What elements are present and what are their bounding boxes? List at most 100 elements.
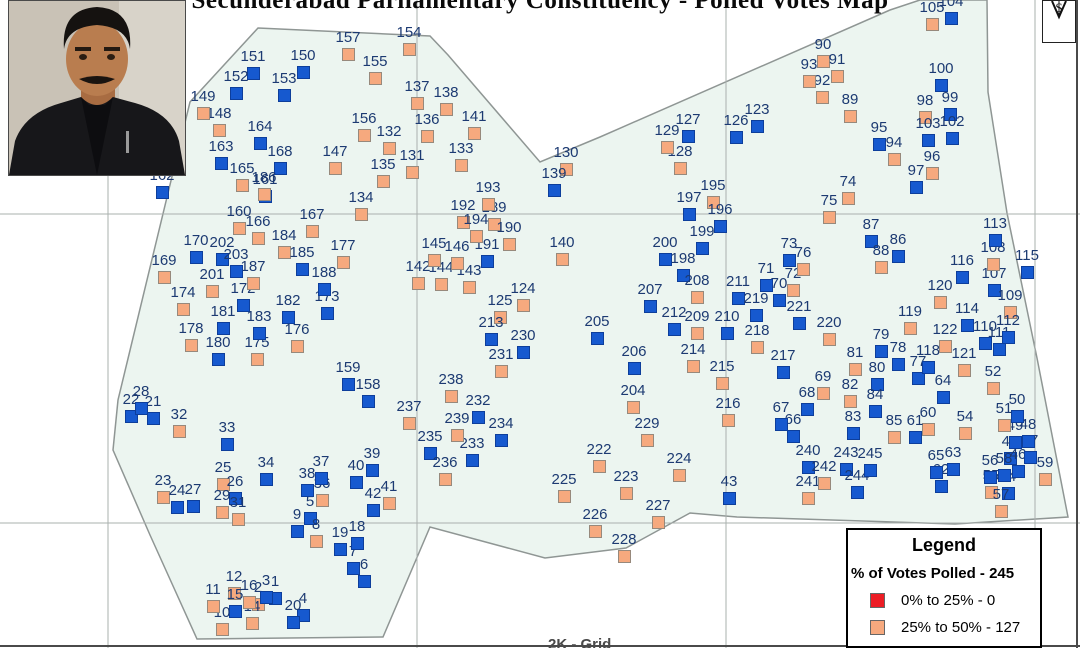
map-marker-163[interactable]: [214, 156, 228, 170]
map-marker-243[interactable]: [839, 462, 853, 476]
map-marker-9[interactable]: [290, 524, 304, 538]
map-marker-71[interactable]: [759, 278, 773, 292]
map-marker-178[interactable]: [184, 338, 198, 352]
map-marker-144[interactable]: [434, 277, 448, 291]
map-marker-215[interactable]: [715, 376, 729, 390]
map-marker-242[interactable]: [817, 476, 831, 490]
map-marker-80[interactable]: [870, 377, 884, 391]
map-marker-78[interactable]: [891, 357, 905, 371]
map-marker-201[interactable]: [205, 284, 219, 298]
map-marker-223[interactable]: [619, 486, 633, 500]
map-marker-96[interactable]: [925, 166, 939, 180]
map-marker-81[interactable]: [848, 362, 862, 376]
map-marker-94[interactable]: [887, 152, 901, 166]
map-marker-86[interactable]: [891, 249, 905, 263]
map-marker-167[interactable]: [305, 224, 319, 238]
map-marker-5[interactable]: [303, 511, 317, 525]
map-marker-149[interactable]: [196, 106, 210, 120]
map-marker-194[interactable]: [469, 229, 483, 243]
map-marker-16[interactable]: [242, 595, 256, 609]
map-marker-217[interactable]: [776, 365, 790, 379]
map-marker-50[interactable]: [1010, 409, 1024, 423]
map-marker-211[interactable]: [731, 291, 745, 305]
map-marker-41[interactable]: [382, 496, 396, 510]
map-marker-164[interactable]: [253, 136, 267, 150]
map-marker-98[interactable]: [918, 110, 932, 124]
map-marker-186[interactable]: [257, 187, 271, 201]
map-marker-235[interactable]: [423, 446, 437, 460]
map-marker-12[interactable]: [227, 586, 241, 600]
map-marker-126[interactable]: [729, 130, 743, 144]
map-marker-174[interactable]: [176, 302, 190, 316]
map-marker-116[interactable]: [955, 270, 969, 284]
map-marker-32[interactable]: [172, 424, 186, 438]
map-marker-47[interactable]: [1023, 450, 1037, 464]
map-marker-142[interactable]: [411, 276, 425, 290]
map-marker-103[interactable]: [921, 133, 935, 147]
map-marker-107[interactable]: [987, 283, 1001, 297]
map-marker-197[interactable]: [682, 207, 696, 221]
map-marker-146[interactable]: [450, 256, 464, 270]
map-marker-48[interactable]: [1021, 434, 1035, 448]
map-marker-210[interactable]: [720, 326, 734, 340]
map-marker-112[interactable]: [1001, 330, 1015, 344]
map-marker-92[interactable]: [815, 90, 829, 104]
map-marker-209[interactable]: [690, 326, 704, 340]
map-marker-72[interactable]: [786, 283, 800, 297]
map-marker-69[interactable]: [816, 386, 830, 400]
map-marker-212[interactable]: [667, 322, 681, 336]
map-marker-6[interactable]: [357, 574, 371, 588]
map-marker-153[interactable]: [277, 88, 291, 102]
map-marker-195[interactable]: [706, 195, 720, 209]
map-marker-105[interactable]: [925, 17, 939, 31]
map-marker-176[interactable]: [290, 339, 304, 353]
map-marker-46[interactable]: [1011, 464, 1025, 478]
map-marker-65[interactable]: [929, 465, 943, 479]
map-marker-234[interactable]: [494, 433, 508, 447]
map-marker-8[interactable]: [309, 534, 323, 548]
map-marker-11[interactable]: [206, 599, 220, 613]
map-marker-66[interactable]: [786, 429, 800, 443]
map-marker-31[interactable]: [231, 512, 245, 526]
map-marker-79[interactable]: [874, 344, 888, 358]
map-marker-73[interactable]: [782, 253, 796, 267]
map-marker-189[interactable]: [487, 217, 501, 231]
map-marker-245[interactable]: [863, 463, 877, 477]
map-marker-108[interactable]: [986, 257, 1000, 271]
map-marker-165[interactable]: [235, 178, 249, 192]
map-marker-51[interactable]: [997, 418, 1011, 432]
map-marker-199[interactable]: [695, 241, 709, 255]
map-marker-224[interactable]: [672, 468, 686, 482]
map-marker-184[interactable]: [277, 245, 291, 259]
map-marker-183[interactable]: [252, 326, 266, 340]
map-marker-138[interactable]: [439, 102, 453, 116]
map-marker-188[interactable]: [317, 282, 331, 296]
map-marker-58[interactable]: [997, 468, 1011, 482]
map-marker-83[interactable]: [846, 426, 860, 440]
map-marker-214[interactable]: [686, 359, 700, 373]
map-marker-134[interactable]: [354, 207, 368, 221]
map-marker-135[interactable]: [376, 174, 390, 188]
map-marker-131[interactable]: [405, 165, 419, 179]
map-marker-10[interactable]: [215, 622, 229, 636]
map-marker-227[interactable]: [651, 515, 665, 529]
map-marker-132[interactable]: [382, 141, 396, 155]
map-marker-182[interactable]: [281, 310, 295, 324]
map-marker-37[interactable]: [314, 471, 328, 485]
map-marker-238[interactable]: [444, 389, 458, 403]
map-marker-44[interactable]: [1001, 486, 1015, 500]
map-marker-38[interactable]: [300, 483, 314, 497]
map-marker-28[interactable]: [134, 401, 148, 415]
map-marker-114[interactable]: [960, 318, 974, 332]
map-marker-193[interactable]: [481, 197, 495, 211]
map-marker-198[interactable]: [676, 268, 690, 282]
map-marker-218[interactable]: [750, 340, 764, 354]
map-marker-143[interactable]: [462, 280, 476, 294]
map-marker-237[interactable]: [402, 416, 416, 430]
map-marker-42[interactable]: [366, 503, 380, 517]
map-marker-70[interactable]: [772, 293, 786, 307]
map-marker-84[interactable]: [868, 404, 882, 418]
map-marker-24[interactable]: [170, 500, 184, 514]
map-marker-100[interactable]: [934, 78, 948, 92]
map-marker-206[interactable]: [627, 361, 641, 375]
